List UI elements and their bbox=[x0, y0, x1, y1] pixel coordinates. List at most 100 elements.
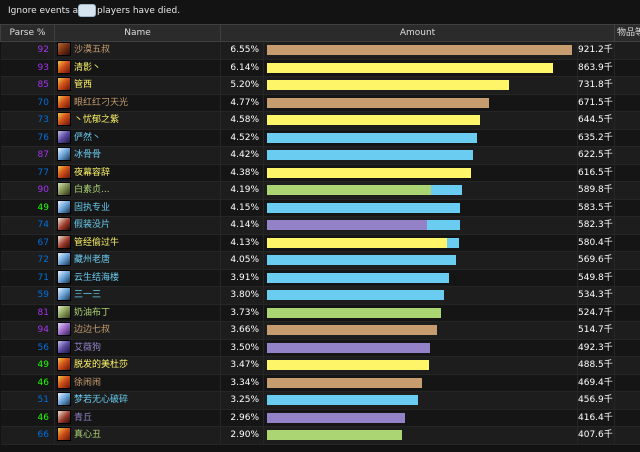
player-name[interactable]: 梦若无心破碎 bbox=[74, 395, 129, 405]
damage-bar bbox=[267, 167, 471, 178]
player-name-cell[interactable]: 藏州老唐 bbox=[54, 251, 221, 270]
parse-percentile: 85 bbox=[0, 76, 55, 95]
parse-column-header[interactable]: Parse % bbox=[0, 24, 55, 42]
item-level-column-header[interactable]: 物品等级 bbox=[614, 24, 640, 42]
player-name-cell[interactable]: 管经偷过牛 bbox=[54, 234, 221, 252]
item-level-cell bbox=[614, 251, 640, 270]
table-row[interactable]: 72 藏州老唐 4.05% 569.6千 bbox=[0, 251, 640, 270]
player-name[interactable]: 白素贞... bbox=[74, 185, 110, 195]
player-name-cell[interactable]: 假装没片 bbox=[54, 216, 221, 235]
player-name[interactable]: 夜幕容辞 bbox=[74, 167, 111, 178]
fire-spec-icon bbox=[57, 427, 71, 441]
table-row[interactable]: 85 管西 5.20% 731.8千 bbox=[0, 76, 640, 95]
player-name-cell[interactable]: 俨然丶 bbox=[54, 129, 221, 147]
damage-bar bbox=[267, 272, 449, 283]
damage-bar-track bbox=[267, 115, 577, 126]
table-row[interactable]: 74 假装没片 4.14% 582.3千 bbox=[0, 216, 640, 235]
table-row[interactable]: 77 夜幕容辞 4.38% 616.5千 bbox=[0, 164, 640, 182]
item-level-cell bbox=[614, 41, 640, 60]
table-row[interactable]: 70 眼红红刁天光 4.77% 671.5千 bbox=[0, 94, 640, 112]
damage-total: 616.5千 bbox=[577, 164, 615, 182]
table-row[interactable]: 66 真心丑 2.90% 407.6千 bbox=[0, 426, 640, 445]
player-name[interactable]: 清影丶 bbox=[74, 62, 102, 73]
table-row[interactable]: 46 徐闹闹 3.34% 469.4千 bbox=[0, 374, 640, 392]
player-name[interactable]: 固执专业 bbox=[74, 202, 111, 213]
player-name[interactable]: 三一三 bbox=[74, 290, 102, 300]
damage-bar-cell bbox=[263, 41, 578, 60]
player-name-cell[interactable]: 沙漠五叔 bbox=[54, 41, 221, 60]
damage-bar bbox=[267, 115, 480, 126]
player-name[interactable]: 丶忧郁之紫 bbox=[74, 115, 120, 125]
damage-bar-track bbox=[267, 325, 577, 336]
table-row[interactable]: 87 冰骨骨 4.42% 622.5千 bbox=[0, 146, 640, 165]
player-name[interactable]: 沙漠五叔 bbox=[74, 45, 111, 55]
player-name[interactable]: 眼红红刁天光 bbox=[74, 97, 129, 108]
table-row[interactable]: 92 沙漠五叔 6.55% 921.2千 bbox=[0, 41, 640, 60]
player-name[interactable]: 奶油布丁 bbox=[74, 307, 111, 318]
table-row[interactable]: 73 丶忧郁之紫 4.58% 644.5千 bbox=[0, 111, 640, 130]
amount-column-header[interactable]: Amount bbox=[220, 24, 615, 42]
table-row[interactable]: 94 边边七叔 3.66% 514.7千 bbox=[0, 321, 640, 340]
player-name-cell[interactable]: 眼红红刁天光 bbox=[54, 94, 221, 112]
parse-percentile: 71 bbox=[0, 269, 55, 287]
table-row[interactable]: 67 管经偷过牛 4.13% 580.4千 bbox=[0, 234, 640, 252]
item-level-cell bbox=[614, 76, 640, 95]
player-name-cell[interactable]: 丶忧郁之紫 bbox=[54, 111, 221, 130]
player-name[interactable]: 俨然丶 bbox=[74, 132, 102, 143]
table-row[interactable]: 90 白素贞... 4.19% 589.8千 bbox=[0, 181, 640, 200]
player-name-cell[interactable]: 白素贞... bbox=[54, 181, 221, 200]
damage-meter-table: Parse % Name Amount 物品等级 92 沙漠五叔 6.55% 921.… bbox=[0, 24, 640, 445]
player-name-cell[interactable]: 边边七叔 bbox=[54, 321, 221, 340]
player-name-cell[interactable]: 奶油布丁 bbox=[54, 304, 221, 322]
table-row[interactable]: 49 脱发的美杜莎 3.47% 488.5千 bbox=[0, 356, 640, 375]
player-name[interactable]: 边边七叔 bbox=[74, 325, 111, 335]
player-name[interactable]: 云生结海楼 bbox=[74, 272, 120, 283]
player-name[interactable]: 管经偷过牛 bbox=[74, 237, 120, 248]
player-name-cell[interactable]: 徐闹闹 bbox=[54, 374, 221, 392]
damage-total: 921.2千 bbox=[577, 41, 615, 60]
damage-bar-cell bbox=[263, 234, 578, 252]
player-name-cell[interactable]: 艾薇狗 bbox=[54, 339, 221, 357]
table-row[interactable]: 71 云生结海楼 3.91% 549.8千 bbox=[0, 269, 640, 287]
player-name[interactable]: 艾薇狗 bbox=[74, 342, 102, 353]
player-rows: 92 沙漠五叔 6.55% 921.2千 93 清影丶 6.14% 863.9千 85 管西 5.2… bbox=[0, 41, 640, 445]
item-level-cell bbox=[614, 129, 640, 147]
player-name-cell[interactable]: 青丘 bbox=[54, 409, 221, 427]
table-row[interactable]: 51 梦若无心破碎 3.25% 456.9千 bbox=[0, 391, 640, 410]
player-name-cell[interactable]: 冰骨骨 bbox=[54, 146, 221, 165]
player-name[interactable]: 徐闹闹 bbox=[74, 377, 102, 388]
player-name-cell[interactable]: 管西 bbox=[54, 76, 221, 95]
player-name-cell[interactable]: 真心丑 bbox=[54, 426, 221, 445]
damage-total: 469.4千 bbox=[577, 374, 615, 392]
table-row[interactable]: 46 青丘 2.96% 416.4千 bbox=[0, 409, 640, 427]
player-name[interactable]: 藏州老唐 bbox=[74, 255, 111, 265]
damage-bar bbox=[267, 412, 405, 423]
parse-percentile: 59 bbox=[0, 286, 55, 305]
damage-percent: 4.38% bbox=[220, 164, 264, 182]
table-row[interactable]: 81 奶油布丁 3.73% 524.7千 bbox=[0, 304, 640, 322]
table-row[interactable]: 93 清影丶 6.14% 863.9千 bbox=[0, 59, 640, 77]
table-row[interactable]: 56 艾薇狗 3.50% 492.3千 bbox=[0, 339, 640, 357]
player-name-cell[interactable]: 云生结海楼 bbox=[54, 269, 221, 287]
player-name-cell[interactable]: 三一三 bbox=[54, 286, 221, 305]
frost-spec-icon bbox=[57, 269, 71, 284]
table-row[interactable]: 49 固执专业 4.15% 583.5千 bbox=[0, 199, 640, 217]
player-name[interactable]: 管西 bbox=[74, 80, 93, 90]
death-count-input[interactable] bbox=[78, 4, 96, 17]
player-name[interactable]: 冰骨骨 bbox=[74, 150, 102, 160]
damage-bar-track bbox=[267, 45, 577, 56]
player-name[interactable]: 青丘 bbox=[74, 412, 93, 423]
player-name-cell[interactable]: 固执专业 bbox=[54, 199, 221, 217]
player-name-cell[interactable]: 脱发的美杜莎 bbox=[54, 356, 221, 375]
player-name[interactable]: 假装没片 bbox=[74, 220, 111, 230]
player-name-cell[interactable]: 清影丶 bbox=[54, 59, 221, 77]
table-row[interactable]: 76 俨然丶 4.52% 635.2千 bbox=[0, 129, 640, 147]
table-row[interactable]: 59 三一三 3.80% 534.3千 bbox=[0, 286, 640, 305]
player-name[interactable]: 脱发的美杜莎 bbox=[74, 360, 129, 370]
player-name-cell[interactable]: 梦若无心破碎 bbox=[54, 391, 221, 410]
name-column-header[interactable]: Name bbox=[54, 24, 221, 42]
damage-percent: 6.55% bbox=[220, 41, 264, 60]
player-name-cell[interactable]: 夜幕容辞 bbox=[54, 164, 221, 182]
damage-total: 492.3千 bbox=[577, 339, 615, 357]
player-name[interactable]: 真心丑 bbox=[74, 430, 102, 440]
